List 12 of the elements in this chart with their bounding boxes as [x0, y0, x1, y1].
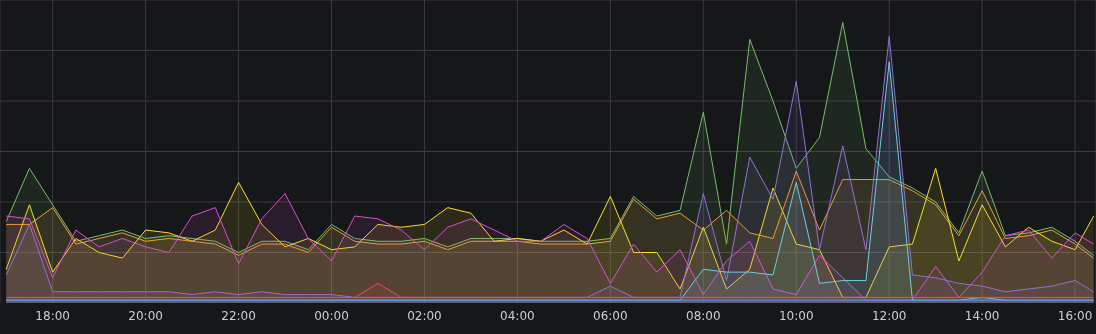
x-tick-label: 02:00	[407, 308, 442, 323]
x-tick-label: 00:00	[314, 308, 349, 323]
x-tick-label: 06:00	[593, 308, 628, 323]
x-tick-label: 12:00	[871, 308, 907, 323]
x-tick-label: 20:00	[128, 308, 163, 323]
x-tick-label: 22:00	[221, 308, 256, 323]
x-tick-label: 08:00	[686, 308, 721, 323]
x-tick-label: 10:00	[778, 308, 814, 323]
x-tick-label: 04:00	[500, 308, 535, 323]
x-tick-label: 18:00	[35, 308, 70, 323]
x-tick-label: 14:00	[964, 308, 1000, 323]
x-tick-label: 16:00	[1057, 308, 1093, 323]
